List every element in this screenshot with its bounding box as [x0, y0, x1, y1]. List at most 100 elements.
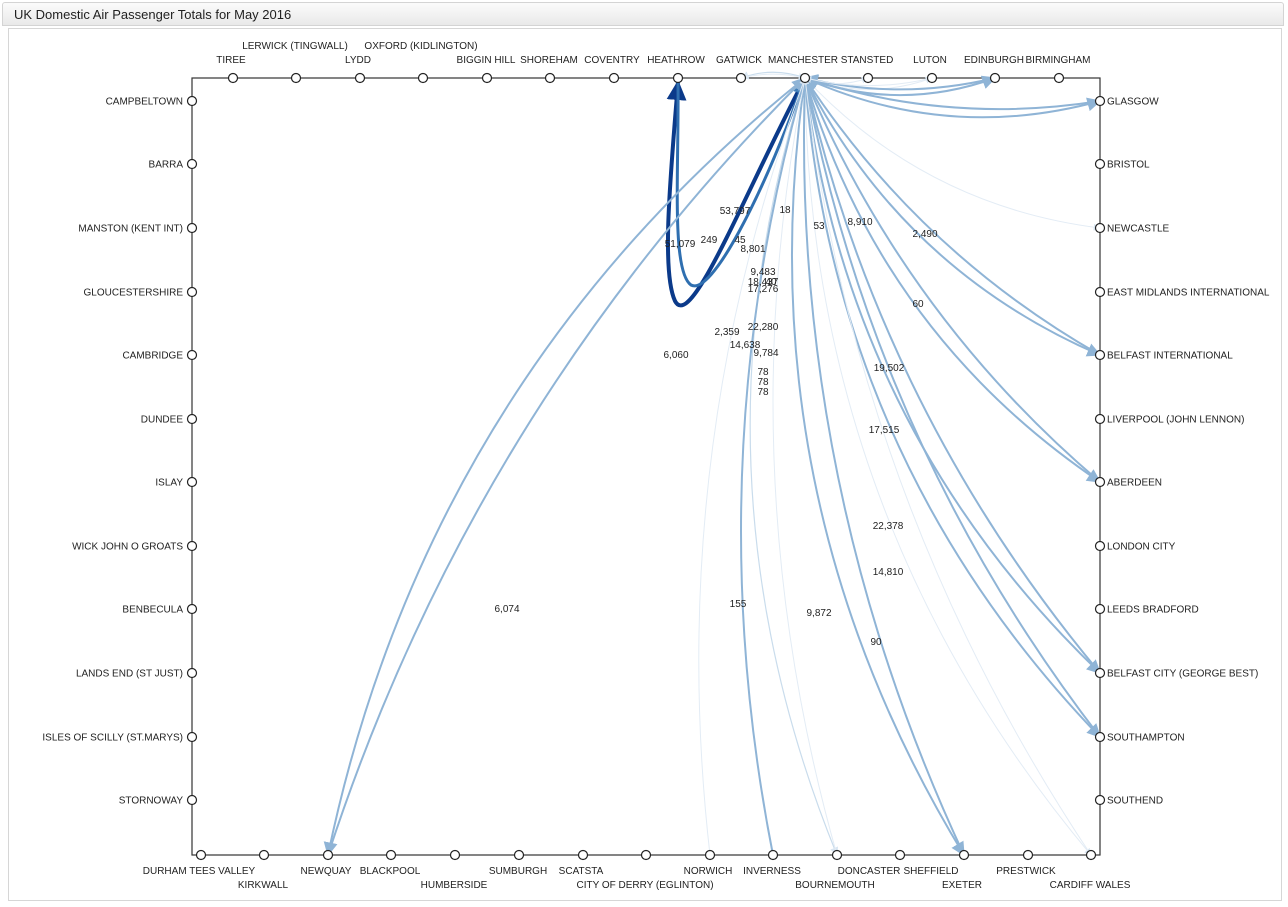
airport-marker[interactable] — [1094, 603, 1106, 615]
airport-marker[interactable] — [894, 849, 906, 861]
airport-marker[interactable] — [186, 603, 198, 615]
airport-marker[interactable] — [258, 849, 270, 861]
airport-node-gatwick[interactable]: GATWICK — [716, 55, 762, 84]
airport-node-aberdeen[interactable]: ABERDEEN — [1094, 476, 1163, 489]
airport-marker[interactable] — [1022, 849, 1034, 861]
airport-marker[interactable] — [608, 72, 620, 84]
airport-node-biggin-hill[interactable]: BIGGIN HILL — [457, 55, 516, 84]
airport-marker[interactable] — [799, 72, 811, 84]
airport-marker[interactable] — [1094, 794, 1106, 806]
airport-node-lands-end-st-just[interactable]: LANDS END (ST JUST) — [76, 667, 198, 680]
airport-marker[interactable] — [186, 667, 198, 679]
airport-node-glasgow[interactable]: GLASGOW — [1094, 95, 1160, 108]
airport-marker[interactable] — [577, 849, 589, 861]
airport-node-stansted[interactable]: STANSTED — [841, 55, 894, 84]
airport-marker[interactable] — [1094, 413, 1106, 425]
airport-node-lerwick-tingwall[interactable]: LERWICK (TINGWALL) — [242, 41, 348, 84]
airport-node-manchester[interactable]: MANCHESTER — [768, 55, 838, 84]
airport-node-bournemouth[interactable]: BOURNEMOUTH — [795, 849, 875, 892]
airport-marker[interactable] — [1094, 540, 1106, 552]
airport-marker[interactable] — [1053, 72, 1065, 84]
airport-marker[interactable] — [704, 849, 716, 861]
airport-node-isles-of-scilly-st-marys[interactable]: ISLES OF SCILLY (ST.MARYS) — [42, 731, 198, 744]
airport-marker[interactable] — [989, 72, 1001, 84]
airport-node-manston-kent-int[interactable]: MANSTON (KENT INT) — [78, 222, 198, 235]
airport-marker[interactable] — [481, 72, 493, 84]
airport-node-humberside[interactable]: HUMBERSIDE — [421, 849, 488, 892]
airport-node-tiree[interactable]: TIREE — [216, 55, 246, 84]
airport-marker[interactable] — [640, 849, 652, 861]
airport-marker[interactable] — [449, 849, 461, 861]
airport-node-southend[interactable]: SOUTHEND — [1094, 794, 1164, 807]
airport-marker[interactable] — [513, 849, 525, 861]
airport-marker[interactable] — [417, 72, 429, 84]
airport-node-campbeltown[interactable]: CAMPBELTOWN — [106, 95, 198, 108]
airport-marker[interactable] — [862, 72, 874, 84]
airport-marker[interactable] — [1094, 667, 1106, 679]
airport-marker[interactable] — [1094, 349, 1106, 361]
airport-marker[interactable] — [186, 540, 198, 552]
airport-marker[interactable] — [186, 349, 198, 361]
airport-node-liverpool-john-lennon[interactable]: LIVERPOOL (JOHN LENNON) — [1094, 413, 1245, 426]
airport-marker[interactable] — [322, 849, 334, 861]
airport-marker[interactable] — [186, 794, 198, 806]
airport-marker[interactable] — [1094, 476, 1106, 488]
airport-marker[interactable] — [672, 72, 684, 84]
airport-node-east-midlands-international[interactable]: EAST MIDLANDS INTERNATIONAL — [1094, 286, 1270, 299]
airport-marker[interactable] — [1094, 95, 1106, 107]
airport-node-cambridge[interactable]: CAMBRIDGE — [122, 349, 198, 362]
airport-node-gloucestershire[interactable]: GLOUCESTERSHIRE — [84, 286, 198, 299]
airport-node-inverness[interactable]: INVERNESS — [743, 849, 801, 878]
airport-node-belfast-city-george-best[interactable]: BELFAST CITY (GEORGE BEST) — [1094, 667, 1259, 680]
airport-node-birmingham[interactable]: BIRMINGHAM — [1026, 55, 1091, 84]
airport-node-sheffield[interactable]: SHEFFIELD — [903, 866, 958, 877]
airport-node-dundee[interactable]: DUNDEE — [141, 413, 198, 426]
airport-node-belfast-international[interactable]: BELFAST INTERNATIONAL — [1094, 349, 1234, 362]
airport-marker[interactable] — [195, 849, 207, 861]
airport-marker[interactable] — [1094, 731, 1106, 743]
airport-marker[interactable] — [831, 849, 843, 861]
airport-marker[interactable] — [186, 731, 198, 743]
airport-marker[interactable] — [186, 95, 198, 107]
airport-node-shoreham[interactable]: SHOREHAM — [520, 55, 578, 84]
airport-marker[interactable] — [186, 286, 198, 298]
airport-node-benbecula[interactable]: BENBECULA — [122, 603, 198, 616]
airport-node-stornoway[interactable]: STORNOWAY — [119, 794, 198, 807]
airport-node-cardiff-wales[interactable]: CARDIFF WALES — [1050, 849, 1131, 892]
airport-node-doncaster[interactable]: DONCASTER — [838, 849, 906, 878]
airport-node-scatsta[interactable]: SCATSTA — [559, 849, 604, 878]
airport-node-kirkwall[interactable]: KIRKWALL — [238, 849, 289, 892]
airport-node-london-city[interactable]: LONDON CITY — [1094, 540, 1176, 553]
airport-node-luton[interactable]: LUTON — [913, 55, 947, 84]
airport-marker[interactable] — [354, 72, 366, 84]
airport-marker[interactable] — [544, 72, 556, 84]
airport-node-exeter[interactable]: EXETER — [942, 849, 982, 892]
airport-node-prestwick[interactable]: PRESTWICK — [996, 849, 1056, 878]
airport-node-oxford-kidlington[interactable]: OXFORD (KIDLINGTON) — [364, 41, 478, 84]
airport-node-southampton[interactable]: SOUTHAMPTON — [1094, 731, 1185, 744]
airport-node-newquay[interactable]: NEWQUAY — [301, 849, 352, 878]
airport-node-heathrow[interactable]: HEATHROW — [647, 55, 705, 84]
airport-node-blackpool[interactable]: BLACKPOOL — [360, 849, 421, 878]
airport-marker[interactable] — [1094, 286, 1106, 298]
airport-marker[interactable] — [186, 222, 198, 234]
airport-node-city-of-derry-eglinton[interactable]: CITY OF DERRY (EGLINTON) — [576, 849, 714, 892]
airport-marker[interactable] — [1094, 158, 1106, 170]
airport-node-islay[interactable]: ISLAY — [155, 476, 198, 489]
airport-marker[interactable] — [1085, 849, 1097, 861]
airport-marker[interactable] — [767, 849, 779, 861]
airport-node-coventry[interactable]: COVENTRY — [584, 55, 640, 84]
airport-marker[interactable] — [227, 72, 239, 84]
airport-marker[interactable] — [186, 476, 198, 488]
airport-node-sumburgh[interactable]: SUMBURGH — [489, 849, 547, 878]
airport-node-newcastle[interactable]: NEWCASTLE — [1094, 222, 1170, 235]
airport-marker[interactable] — [735, 72, 747, 84]
airport-node-bristol[interactable]: BRISTOL — [1094, 158, 1151, 171]
airport-marker[interactable] — [186, 158, 198, 170]
airport-marker[interactable] — [958, 849, 970, 861]
airport-node-lydd[interactable]: LYDD — [345, 55, 371, 84]
airport-node-norwich[interactable]: NORWICH — [684, 849, 733, 878]
airport-marker[interactable] — [290, 72, 302, 84]
airport-marker[interactable] — [186, 413, 198, 425]
airport-marker[interactable] — [926, 72, 938, 84]
